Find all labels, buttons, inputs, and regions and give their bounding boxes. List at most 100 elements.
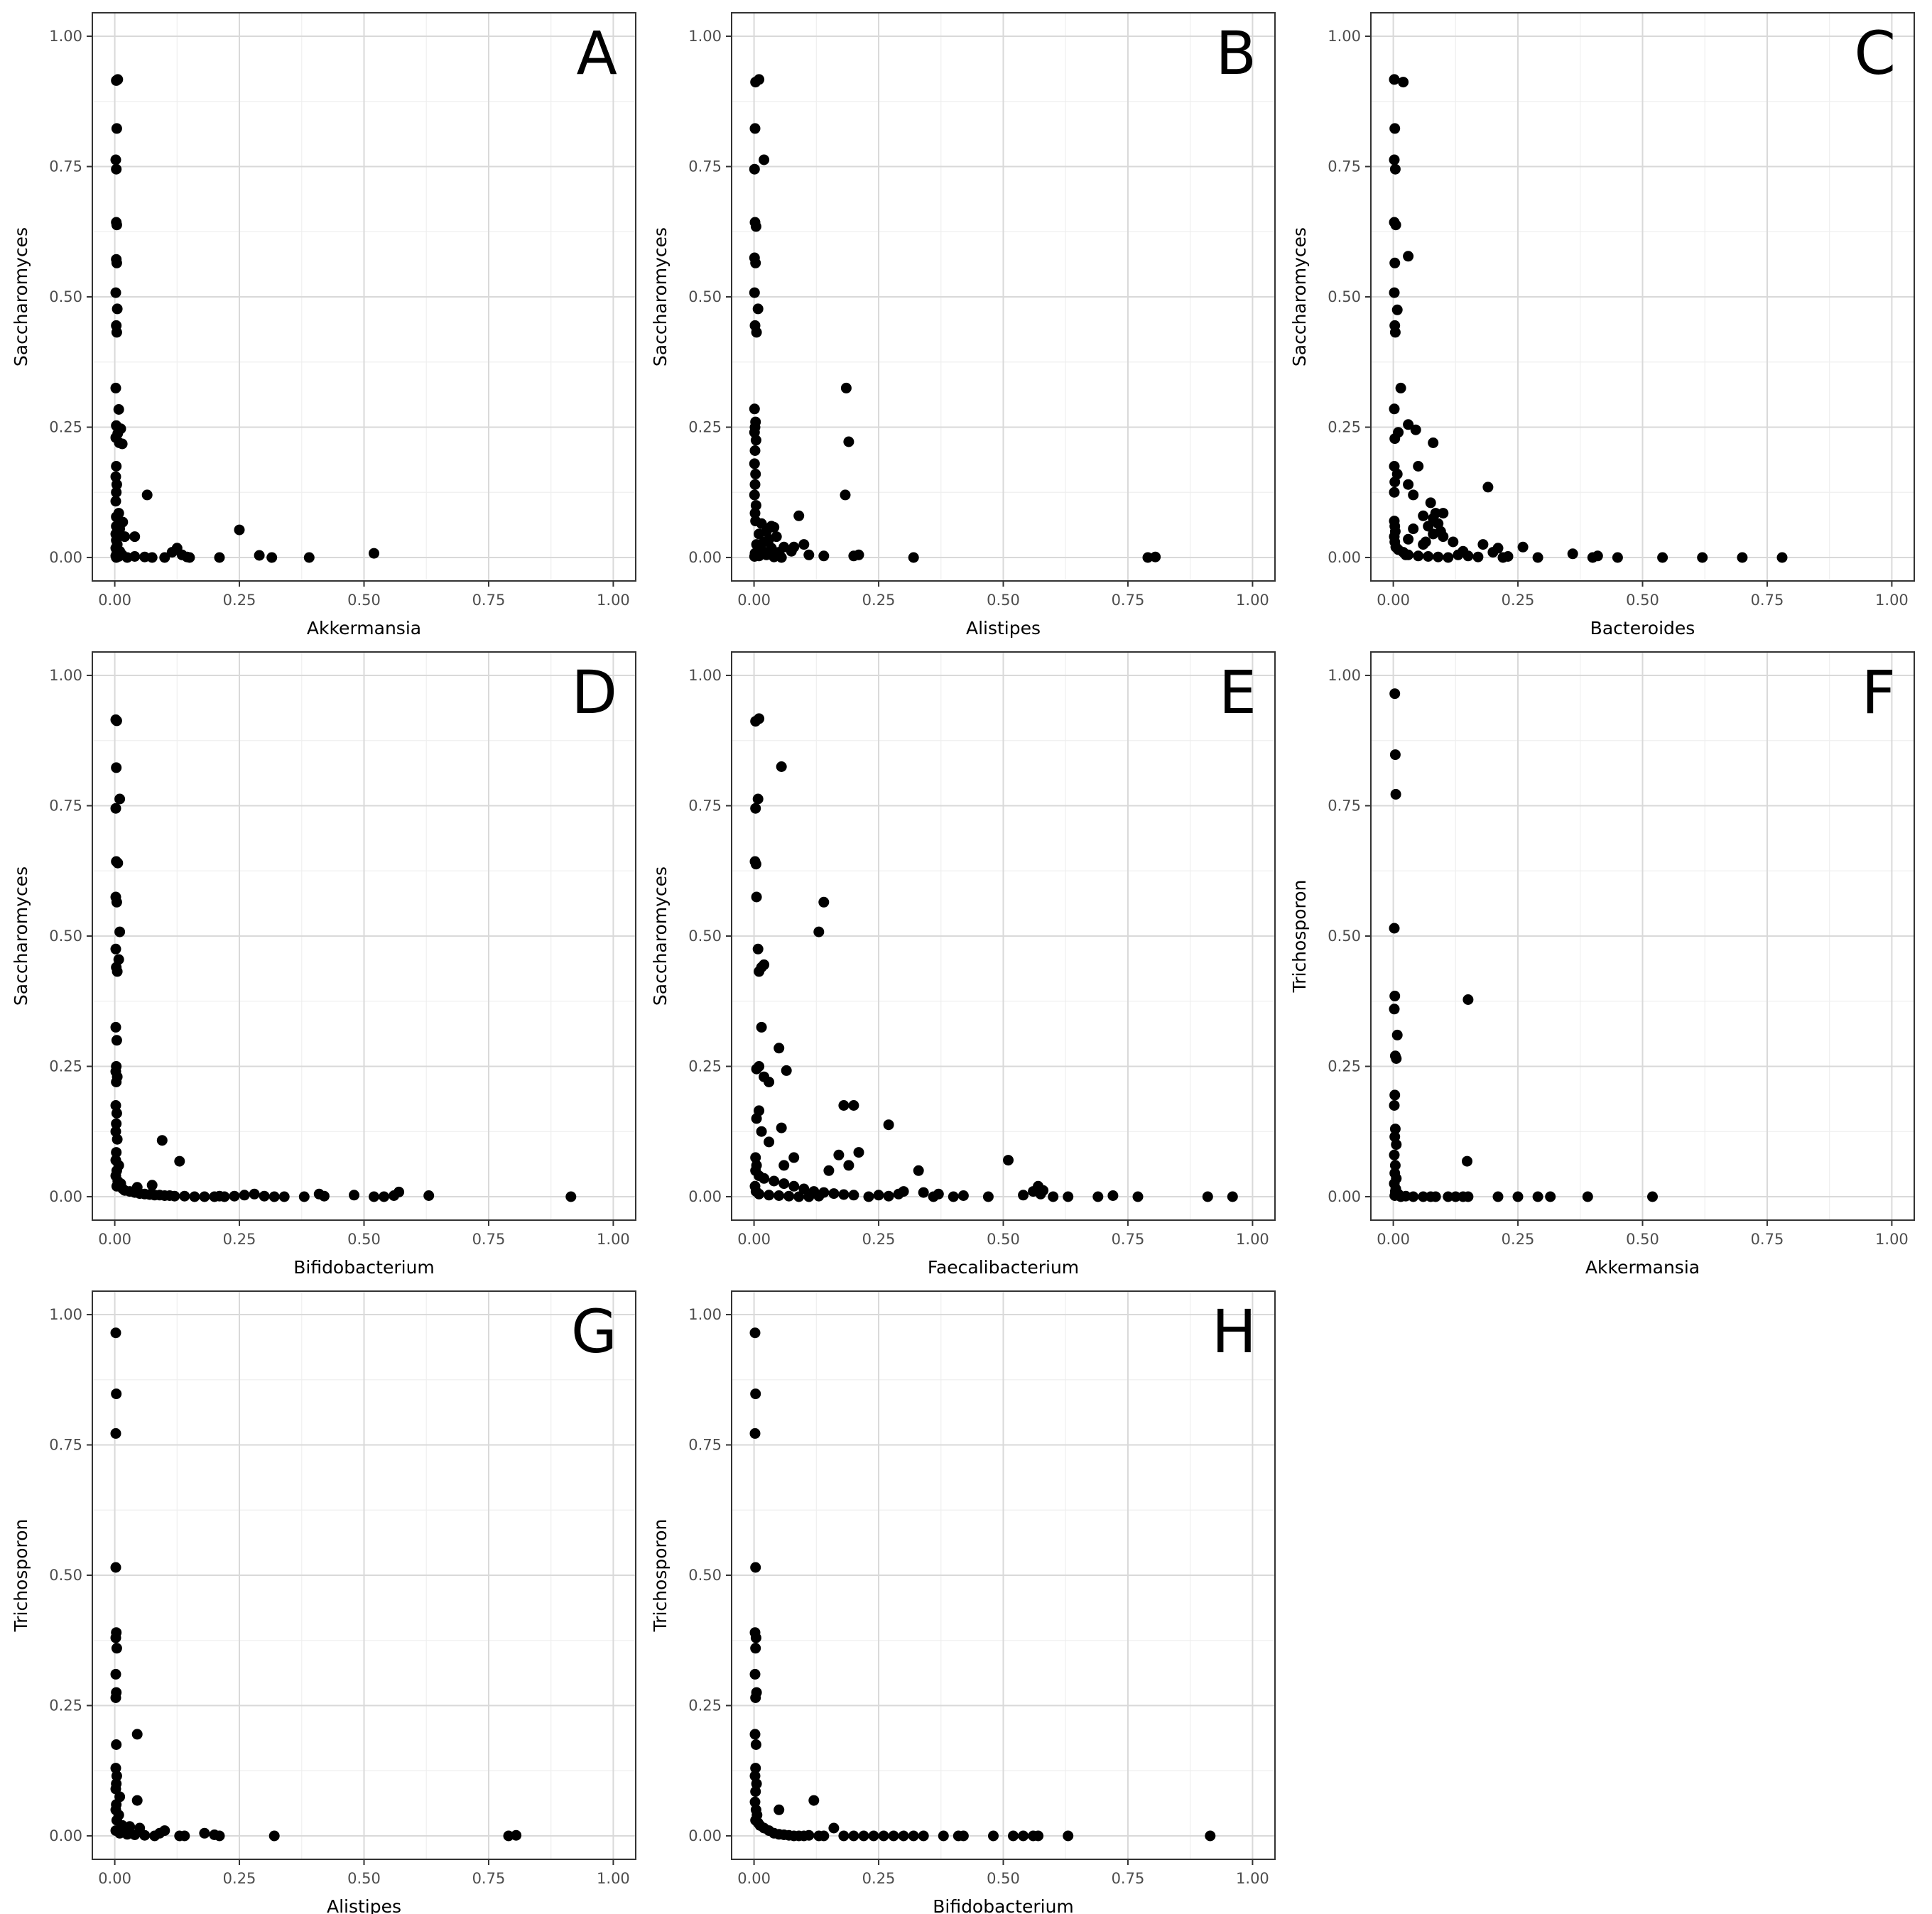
data-point <box>1403 479 1414 490</box>
data-point <box>146 552 158 563</box>
data-point <box>749 163 760 175</box>
data-point <box>776 1122 787 1133</box>
y-tick-label: 0.00 <box>49 1827 82 1844</box>
data-point <box>982 1191 994 1202</box>
data-point <box>840 489 851 501</box>
x-tick-label: 0.25 <box>862 1870 896 1887</box>
data-point <box>219 1191 230 1202</box>
data-point <box>1592 550 1603 562</box>
data-point <box>778 1160 790 1171</box>
data-point <box>749 1668 761 1680</box>
x-tick-label: 0.50 <box>347 1870 381 1887</box>
data-point <box>759 1173 770 1184</box>
data-point <box>199 1191 210 1202</box>
data-point <box>111 1147 122 1158</box>
data-point <box>1003 1155 1014 1166</box>
data-point <box>838 1830 850 1842</box>
x-tick-label: 1.00 <box>597 592 630 609</box>
data-point <box>1450 1191 1461 1202</box>
data-point <box>110 287 121 298</box>
data-point <box>1205 1830 1216 1842</box>
data-point <box>214 1830 225 1842</box>
x-tick-label: 0.75 <box>472 1870 506 1887</box>
data-point <box>1413 461 1424 472</box>
data-point <box>756 518 767 529</box>
data-point <box>908 1830 919 1842</box>
data-point <box>788 1180 800 1192</box>
panel-tag: B <box>1215 18 1257 88</box>
data-point <box>1395 382 1406 393</box>
data-point <box>1389 163 1401 175</box>
data-point <box>1435 526 1446 537</box>
data-point <box>988 1830 999 1842</box>
data-point <box>1038 1185 1049 1196</box>
data-point <box>110 1632 121 1643</box>
data-point <box>749 1327 761 1339</box>
data-point <box>111 896 122 908</box>
data-point <box>1389 1160 1401 1171</box>
data-point <box>778 1178 790 1190</box>
panel-border <box>731 1290 1276 1860</box>
data-point <box>129 1829 141 1840</box>
x-tick-label: 0.75 <box>1112 592 1145 609</box>
data-point <box>752 943 764 955</box>
data-point <box>1008 1830 1019 1842</box>
y-tick-label: 0.75 <box>688 158 722 175</box>
panel-b: 0.00 0.00 0.25 0.25 0.50 0.50 0.75 0.75 1.00 1.00… <box>650 12 1276 638</box>
x-tick-label: 0.00 <box>737 1231 771 1248</box>
panel-border <box>1370 12 1915 582</box>
panel-f: 0.00 0.00 0.25 0.25 0.50 0.50 0.75 0.75 1.00 1.00… <box>1289 651 1915 1278</box>
x-tick-label: 0.50 <box>987 592 1020 609</box>
data-point <box>268 1830 280 1842</box>
data-point <box>774 1043 785 1054</box>
data-point <box>116 438 128 450</box>
data-point <box>139 1829 151 1841</box>
data-point <box>1391 304 1403 315</box>
panel-border <box>1370 651 1915 1221</box>
data-point <box>199 1827 210 1839</box>
panel-a: 0.00 0.00 0.25 0.25 0.50 0.50 0.75 0.75 1.00 1.00… <box>11 12 636 638</box>
y-tick-label: 0.75 <box>49 158 82 175</box>
data-point <box>1612 552 1623 563</box>
data-point <box>1107 1190 1119 1201</box>
data-point <box>818 896 830 908</box>
data-point <box>214 552 225 563</box>
data-point <box>111 762 122 773</box>
data-point <box>749 551 760 562</box>
data-point <box>818 1830 830 1842</box>
x-tick-label: 0.75 <box>1112 1231 1145 1248</box>
data-point <box>1389 749 1401 761</box>
x-tick-label: 0.50 <box>347 1231 381 1248</box>
data-point <box>858 1830 869 1842</box>
data-point <box>249 1188 260 1200</box>
x-tick-label: 1.00 <box>597 1870 630 1887</box>
data-point <box>750 435 761 446</box>
data-point <box>781 1065 792 1076</box>
data-point <box>1443 552 1454 563</box>
data-point <box>131 1182 143 1193</box>
data-point <box>1492 543 1504 554</box>
x-tick-label: 0.25 <box>862 1231 896 1248</box>
data-point <box>938 1830 949 1842</box>
data-point <box>1389 923 1400 934</box>
data-point <box>754 966 765 977</box>
data-point <box>756 1021 767 1033</box>
data-point <box>750 1562 761 1573</box>
data-point <box>754 713 765 724</box>
data-point <box>1462 1191 1474 1202</box>
data-point <box>776 761 787 772</box>
data-point <box>1202 1191 1213 1202</box>
data-point <box>110 943 121 955</box>
data-point <box>110 1100 121 1111</box>
data-point <box>1389 287 1400 298</box>
x-axis-label: Bifidobacterium <box>933 1896 1074 1914</box>
data-point <box>141 489 153 501</box>
data-point <box>111 1108 122 1119</box>
data-point <box>114 926 126 937</box>
data-point <box>749 445 761 456</box>
data-point <box>1502 551 1514 562</box>
data-point <box>1462 994 1474 1005</box>
data-point <box>1410 424 1421 435</box>
data-point <box>179 1830 190 1842</box>
panel-border <box>731 651 1276 1221</box>
